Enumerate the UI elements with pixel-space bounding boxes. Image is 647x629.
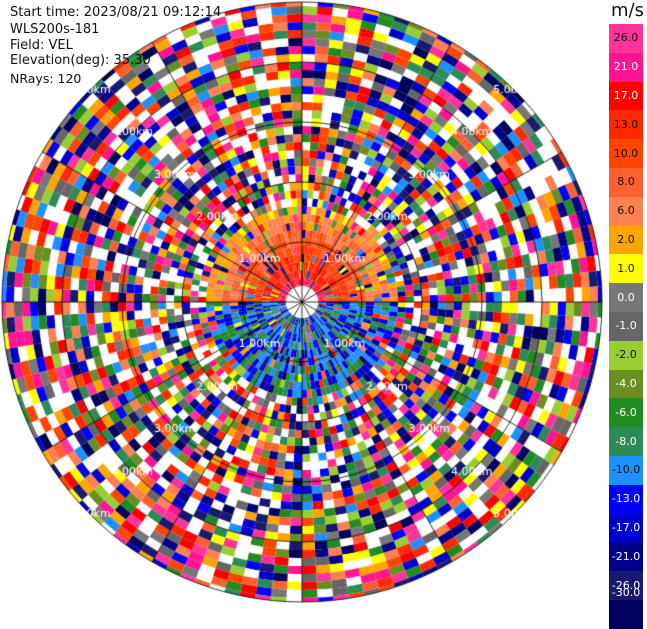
- colorbar-tick-label: 6.0: [617, 204, 635, 218]
- colorbar-band: [609, 340, 643, 371]
- colorbar-band: [609, 427, 643, 457]
- colorbar-tick-label: 8.0: [617, 175, 635, 189]
- colorbar-band: [609, 52, 643, 83]
- colorbar-band: [609, 484, 643, 515]
- colorbar-tick-label: 13.0: [613, 117, 639, 131]
- colorbar-band: [609, 456, 643, 486]
- colorbar-tick-label: -21.0: [611, 549, 641, 563]
- colorbar-tick-label: 17.0: [613, 89, 639, 102]
- colorbar-tick-label: 26.0: [613, 31, 639, 45]
- colorbar-band: [609, 81, 643, 111]
- colorbar-tick-label: -6.0: [615, 405, 637, 419]
- nrays-label: NRays: 120: [10, 71, 82, 86]
- colorbar-tick-label: -2.0: [615, 348, 637, 362]
- instrument-label: WLS200s-181: [10, 22, 100, 37]
- colorbar-band: [609, 225, 643, 255]
- colorbar-band: [609, 369, 643, 399]
- colorbar-band: [609, 542, 643, 572]
- field-label: Field: VEL: [10, 38, 73, 53]
- colorbar: 26.0 21.0 17.0 13.0 10.0 8.0 6.0 2.0 1.0 0.0 -1.0 -…: [609, 24, 643, 629]
- colorbar-tick-label: -8.0: [615, 434, 637, 448]
- colorbar-tick-label: 21.0: [613, 60, 639, 74]
- colorbar-tick-label: -10.0: [611, 463, 641, 477]
- colorbar-tick-label: -26.0: [611, 578, 641, 592]
- colorbar-tick-label: 10.0: [613, 146, 639, 160]
- colorbar-tick-label: -13.0: [611, 492, 641, 506]
- colorbar-band: [609, 513, 643, 543]
- colorbar-band: [609, 110, 643, 140]
- colorbar-tick-label: -30.0: [611, 586, 641, 599]
- colorbar-tick-label: 0.0: [617, 290, 635, 304]
- elevation-label: Elevation(deg): 35.30: [10, 53, 151, 68]
- colorbar-band: [609, 283, 643, 313]
- colorbar-band: [609, 254, 643, 284]
- colorbar-tick-label: -1.0: [615, 319, 637, 333]
- colorbar-band: [609, 600, 643, 629]
- colorbar-tick-label: 1.0: [617, 261, 635, 275]
- colorbar-tick-label: -17.0: [611, 521, 641, 534]
- ppi-plot: [0, 0, 647, 607]
- colorbar-band: [609, 139, 643, 169]
- colorbar-band: [609, 398, 643, 428]
- colorbar-band: [609, 168, 643, 198]
- colorbar-band: [609, 571, 643, 601]
- colorbar-band: [609, 24, 643, 54]
- colorbar-band: [609, 312, 643, 342]
- start-time-label: Start time: 2023/08/21 09:12:14: [10, 5, 222, 20]
- colorbar-band: [609, 196, 643, 227]
- colorbar-tick-label: 2.0: [617, 233, 635, 246]
- colorbar-tick-label: -4.0: [615, 377, 637, 390]
- colorbar-unit: m/s: [611, 0, 644, 21]
